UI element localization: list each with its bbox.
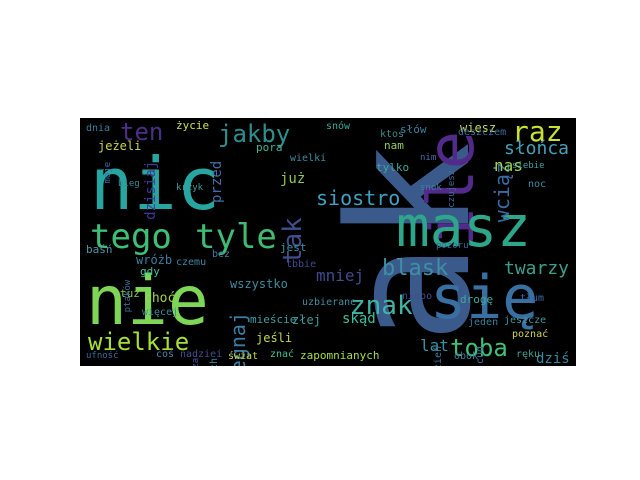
word-niebo: niebo: [402, 291, 433, 302]
word-cloud: jak nic nie ile masz się tego tyle wielkie jakby t…: [80, 118, 576, 366]
word-dzisiaj: dzisiaj: [143, 160, 159, 220]
word-więcej: więcej: [142, 307, 179, 318]
word-nadziei: nadziei: [180, 349, 223, 360]
word-cud: cud: [475, 346, 486, 365]
word-uzbierane: uzbierane: [302, 297, 357, 308]
word-jeśli: jeśli: [256, 331, 293, 345]
word-noc: noc: [528, 179, 547, 190]
word-wielki: wielki: [290, 153, 327, 164]
word-dzień: dzień: [433, 346, 444, 366]
word-lat: lat: [420, 336, 449, 355]
word-nas: nas: [494, 156, 523, 175]
word-coś: coś: [156, 349, 175, 360]
word-toba: toba: [450, 334, 508, 362]
word-mniej: mniej: [316, 266, 365, 285]
word-choć: choć: [144, 291, 176, 306]
word-mieście: mieście: [250, 313, 297, 326]
word-znać: znać: [270, 349, 295, 360]
word-zapomnianych: zapomnianych: [300, 349, 380, 362]
word-deszczem: deszczem: [458, 127, 507, 138]
word-nam: nam: [384, 139, 404, 152]
word-jest: jest: [280, 241, 307, 254]
word-czemu: czemu: [176, 257, 207, 268]
word-czujesz: czujesz: [447, 169, 457, 208]
word-słońca: słońca: [504, 138, 570, 159]
word-krzyk: krzyk: [176, 183, 204, 193]
word-obok: obok: [454, 351, 479, 362]
word-wszystko: wszystko: [230, 277, 288, 291]
word-baśń: baśń: [86, 243, 113, 256]
word-jakby: jakby: [218, 120, 291, 148]
word-twarzy: twarzy: [504, 258, 570, 279]
word-pozoru: pozoru: [436, 241, 469, 251]
word-poznać: poznać: [512, 329, 549, 340]
word-jeszcze: jeszcze: [504, 315, 547, 326]
word-nic: nic: [90, 142, 221, 226]
word-snów: snów: [326, 121, 351, 132]
word-tylko: tylko: [376, 161, 410, 174]
word-ktoś: ktoś: [380, 129, 405, 140]
word-wróżb: wróżb: [136, 253, 173, 267]
word-ręku: ręku: [516, 349, 541, 360]
word-ten: ten: [120, 118, 164, 146]
word-pora: pora: [256, 141, 283, 154]
word-dnia: dnia: [86, 123, 111, 134]
word-wiesz: wiesz: [460, 121, 497, 135]
word-życie: życie: [176, 119, 210, 132]
word-tego: tego: [90, 217, 172, 257]
word-złej: złej: [292, 313, 321, 327]
word-przed: przed: [209, 160, 225, 203]
word-snok: snok: [420, 183, 442, 193]
word-jeżeli: jeżeli: [98, 139, 142, 153]
word-tłum: tłum: [520, 293, 545, 304]
word-ufność: ufność: [86, 351, 119, 361]
word-nim: nim: [420, 153, 437, 163]
word-masz: masz: [396, 195, 531, 260]
word-jeden: jeden: [468, 317, 499, 328]
word-raz: raz: [512, 118, 563, 148]
word-dziś: dziś: [536, 351, 570, 366]
word-bez: bez: [212, 249, 231, 260]
word-wielkie: wielkie: [88, 328, 190, 356]
word-najdłuższa: najdłuższa: [191, 358, 201, 366]
word-tbbie: tbbie: [286, 259, 317, 270]
word-moje: moje: [103, 161, 113, 184]
word-tyle: tyle: [195, 217, 277, 257]
word-skąd: skąd: [342, 311, 376, 327]
word-się: się: [430, 263, 539, 333]
word-blask: blask: [382, 256, 449, 281]
word-dziecięcych: dziecięcych: [209, 358, 220, 366]
word-drogę: drogę: [460, 293, 494, 306]
word-znak: znak: [350, 291, 413, 321]
word-siostro: siostro: [316, 186, 401, 210]
word-już: już: [280, 171, 306, 187]
word-nie: nie: [86, 262, 209, 341]
word-gdy: gdy: [140, 265, 160, 278]
word-siebie: siebie: [512, 161, 545, 171]
word-tuż: tuż: [120, 287, 140, 300]
word-ptaków: ptaków: [123, 279, 133, 313]
word-bieg: bieg: [118, 179, 140, 189]
word-świat: świat: [228, 351, 259, 362]
word-słów: słów: [400, 123, 427, 136]
